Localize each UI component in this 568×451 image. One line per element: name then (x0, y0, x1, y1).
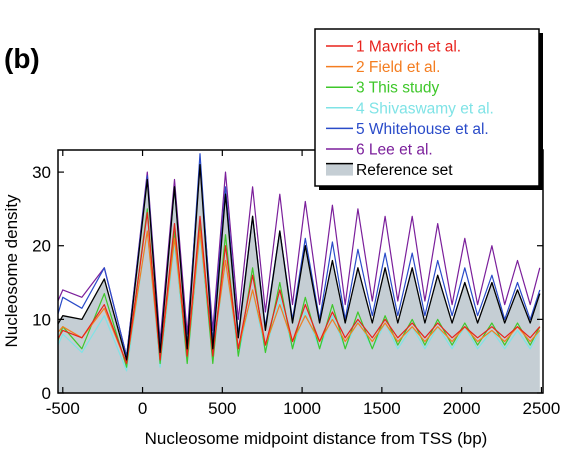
series-line-1 (58, 212, 541, 365)
x-tick-label: 1000 (283, 399, 321, 418)
y-tick-label: 20 (32, 237, 51, 256)
plot-frame (57, 149, 544, 394)
x-axis-title: Nucleosome midpoint distance from TSS (b… (145, 429, 488, 448)
legend-label: 3 This study (356, 80, 440, 97)
x-tick-label: 500 (208, 399, 236, 418)
legend-label: 1 Mavrich et al. (356, 39, 461, 56)
legend-label: 4 Shivaswamy et al. (356, 100, 494, 117)
x-tick-label: 1500 (363, 399, 401, 418)
x-tick-label: 2000 (443, 399, 481, 418)
legend-label: 2 Field et al. (356, 59, 440, 76)
legend: 1 Mavrich et al. 2 Field et al. 3 This stu… (314, 28, 543, 190)
series-line-reference-set (58, 164, 541, 361)
y-axis-title: Nucleosome density (2, 194, 21, 348)
x-tick-label: 0 (138, 399, 147, 418)
plot-area (58, 153, 541, 393)
y-tick-label: 10 (32, 310, 51, 329)
y-tick-label: 30 (32, 163, 51, 182)
x-tick-label: -500 (46, 399, 80, 418)
legend-label: 6 Lee et al. (356, 142, 433, 159)
legend-label: 5 Whitehouse et al. (356, 121, 489, 138)
x-tick-label: 2500 (522, 399, 560, 418)
legend-label: Reference set (356, 162, 453, 179)
y-tick-label: 0 (42, 384, 51, 403)
panel-label: (b) (4, 43, 40, 74)
legend-swatch (326, 163, 353, 176)
